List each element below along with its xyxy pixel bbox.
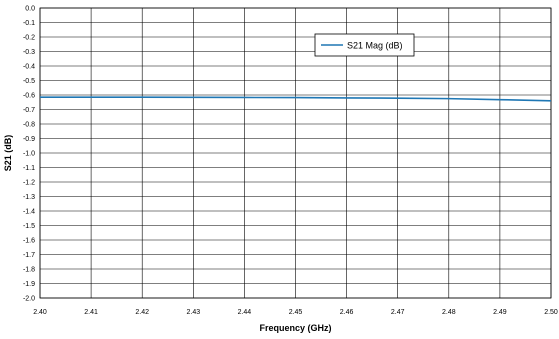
- x-tick-label: 2.41: [84, 309, 98, 316]
- x-tick-label: 2.48: [442, 309, 456, 316]
- y-tick-label: -1.9: [23, 281, 35, 288]
- y-tick-label: -0.6: [23, 93, 35, 100]
- x-tick-label: 2.43: [186, 309, 200, 316]
- y-tick-label: -0.1: [23, 20, 35, 27]
- y-tick-label: -0.2: [23, 35, 35, 42]
- y-tick-label: -0.3: [23, 49, 35, 56]
- x-tick-label: 2.44: [238, 309, 252, 316]
- x-tick-label: 2.49: [493, 309, 507, 316]
- y-tick-label: -1.2: [23, 180, 35, 187]
- x-tick-label: 2.47: [391, 309, 405, 316]
- x-tick-label: 2.45: [289, 309, 303, 316]
- x-tick-labels: 2.40 2.41 2.42 2.43 2.44 2.45 2.46 2.47 2.48 2.49…: [33, 309, 558, 316]
- plot-area: [39, 7, 552, 299]
- x-axis-title: Frequency (GHz): [259, 323, 331, 333]
- y-tick-label: -1.7: [23, 252, 35, 259]
- y-tick-label: -2.0: [23, 296, 35, 303]
- legend-box: [314, 33, 415, 57]
- y-tick-label: -1.6: [23, 238, 35, 245]
- gridlines: [39, 7, 552, 299]
- y-tick-label: -0.7: [23, 107, 35, 114]
- legend: S21 Mag (dB): [314, 33, 415, 57]
- y-tick-label: -1.8: [23, 267, 35, 274]
- y-tick-label: -1.4: [23, 209, 35, 216]
- x-tick-label: 2.46: [340, 309, 354, 316]
- y-tick-label: 0.0: [25, 6, 35, 13]
- y-tick-labels: 0.0 -0.1 -0.2 -0.3 -0.4 -0.5 -0.6 -0.7 -0.8 -0.9 -…: [23, 6, 35, 303]
- y-tick-label: -0.5: [23, 78, 35, 85]
- x-tick-label: 2.40: [33, 309, 47, 316]
- y-tick-label: -0.9: [23, 136, 35, 143]
- series-line: [40, 96, 552, 102]
- legend-label: S21 Mag (dB): [347, 41, 403, 51]
- y-tick-label: -1.0: [23, 151, 35, 158]
- series-lines: [40, 96, 552, 102]
- x-tick-label: 2.50: [544, 309, 558, 316]
- y-tick-label: -1.3: [23, 194, 35, 201]
- y-axis-title: S21 (dB): [3, 135, 13, 172]
- x-tick-label: 2.42: [135, 309, 149, 316]
- y-tick-label: -0.4: [23, 64, 35, 71]
- y-tick-label: -1.1: [23, 165, 35, 172]
- y-tick-label: -0.8: [23, 122, 35, 129]
- y-tick-label: -1.5: [23, 223, 35, 230]
